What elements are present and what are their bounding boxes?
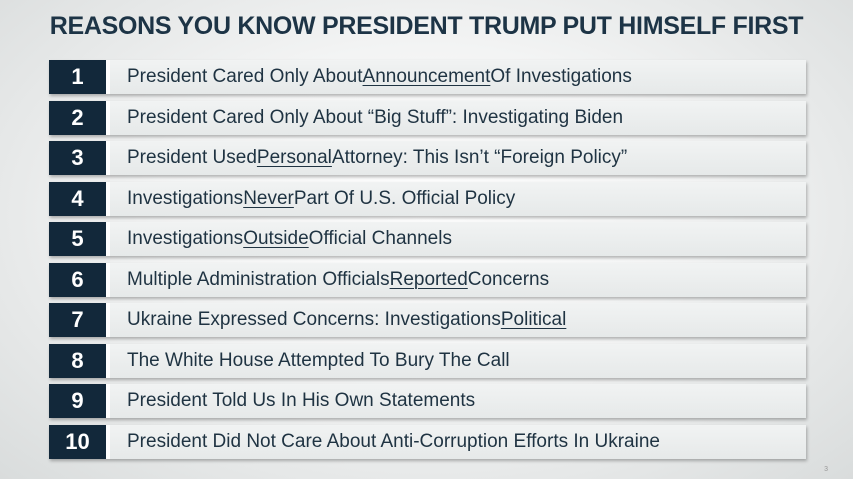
reason-row-6: 6 Multiple Administration Officials Repo…	[49, 262, 806, 297]
reason-row-7: 7 Ukraine Expressed Concerns: Investigat…	[49, 303, 806, 337]
row-divider	[106, 424, 110, 459]
reason-row-8: 8 The White House Attempted To Bury The …	[49, 343, 806, 378]
reason-number: 4	[49, 181, 106, 216]
reason-text: Investigations Never Part Of U.S. Offici…	[110, 181, 806, 216]
reason-row-4: 4 Investigations Never Part Of U.S. Offi…	[49, 181, 806, 216]
reason-text: Multiple Administration Officials Report…	[110, 262, 806, 297]
reason-number: 3	[49, 141, 106, 175]
reason-row-3: 3 President Used Personal Attorney: This…	[49, 141, 806, 175]
reason-text: President Used Personal Attorney: This I…	[110, 141, 806, 175]
reason-emphasis: Personal	[256, 147, 332, 168]
reason-emphasis: Announcement	[362, 66, 491, 87]
reason-emphasis: Reported	[389, 268, 468, 290]
reason-text: Investigations Outside Official Channels	[110, 222, 806, 256]
row-divider	[106, 343, 110, 378]
reason-number: 6	[49, 262, 106, 297]
reason-text: President Cared Only About “Big Stuff”: …	[110, 100, 806, 135]
reasons-list: 1 President Cared Only About Announcemen…	[49, 60, 806, 465]
row-divider	[106, 141, 110, 175]
reason-text: President Cared Only About Announcement …	[110, 60, 806, 94]
row-divider	[106, 303, 110, 337]
reason-row-9: 9 President Told Us In His Own Statement…	[49, 384, 806, 418]
row-divider	[106, 100, 110, 135]
slide-title: REASONS YOU KNOW PRESIDENT TRUMP PUT HIM…	[49, 12, 804, 40]
reason-text: The White House Attempted To Bury The Ca…	[110, 343, 806, 378]
reason-number: 5	[49, 222, 106, 256]
reason-emphasis: Never	[243, 187, 294, 209]
row-divider	[106, 384, 110, 418]
reason-text: Ukraine Expressed Concerns: Investigatio…	[110, 303, 806, 337]
row-divider	[106, 181, 110, 216]
row-divider	[106, 60, 110, 94]
reason-number: 7	[49, 303, 106, 337]
reason-number: 1	[49, 60, 106, 94]
slide-number: 3	[824, 466, 828, 473]
row-divider	[106, 222, 110, 256]
reason-number: 2	[49, 100, 106, 135]
reason-text: President Told Us In His Own Statements	[110, 384, 806, 418]
reason-emphasis: Outside	[243, 228, 309, 249]
reason-row-10: 10 President Did Not Care About Anti-Cor…	[49, 424, 806, 459]
reason-number: 8	[49, 343, 106, 378]
reason-number: 9	[49, 384, 106, 418]
reason-emphasis: Political	[500, 309, 567, 330]
reason-number: 10	[49, 424, 106, 459]
reason-row-5: 5 Investigations Outside Official Channe…	[49, 222, 806, 256]
row-divider	[106, 262, 110, 297]
reason-row-2: 2 President Cared Only About “Big Stuff”…	[49, 100, 806, 135]
reason-text: President Did Not Care About Anti-Corrup…	[110, 424, 806, 459]
reason-row-1: 1 President Cared Only About Announcemen…	[49, 60, 806, 94]
